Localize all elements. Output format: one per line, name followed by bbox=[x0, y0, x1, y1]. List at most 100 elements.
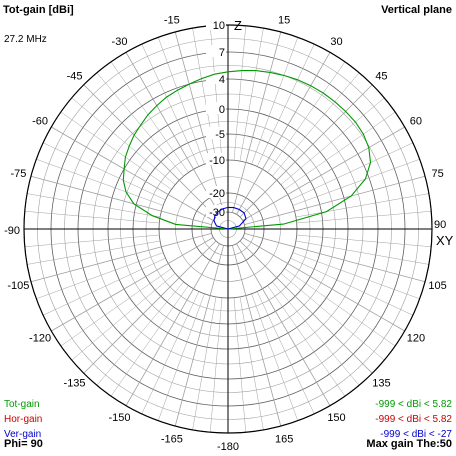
grid-spoke bbox=[256, 291, 315, 414]
angle-label: 150 bbox=[327, 412, 345, 424]
grid-spoke bbox=[24, 234, 160, 248]
grid-spoke bbox=[141, 291, 200, 414]
grid-spoke bbox=[36, 158, 164, 206]
angle-label: -165 bbox=[161, 434, 183, 446]
angle-label: -75 bbox=[10, 168, 26, 180]
angle-label: 135 bbox=[372, 377, 390, 389]
angle-label: -135 bbox=[64, 377, 86, 389]
grid-spoke bbox=[256, 44, 315, 167]
tick-bg bbox=[206, 205, 226, 217]
grid-spoke bbox=[71, 273, 176, 361]
grid-spoke bbox=[233, 25, 247, 161]
grid-spoke bbox=[296, 234, 432, 248]
angle-label: -15 bbox=[164, 14, 180, 26]
tick-bg bbox=[206, 186, 226, 198]
grid-spoke bbox=[96, 281, 184, 386]
angle-label: 120 bbox=[407, 333, 425, 345]
angle-label: -90 bbox=[4, 225, 20, 237]
grid-spoke bbox=[296, 210, 432, 224]
radial-tick-label: 0 bbox=[219, 104, 225, 116]
angle-label: Z bbox=[234, 18, 242, 33]
grid-spoke bbox=[280, 273, 385, 361]
grid-spoke bbox=[83, 84, 217, 218]
grid-spoke bbox=[30, 233, 212, 283]
grid-spoke bbox=[242, 126, 405, 221]
grid-spoke bbox=[43, 142, 166, 201]
grid-spoke bbox=[239, 240, 373, 374]
grid-spoke bbox=[290, 257, 413, 316]
angle-label: 165 bbox=[275, 434, 293, 446]
range-ver-gain: -999 < dBi < -27 bbox=[380, 429, 452, 440]
tick-bg bbox=[206, 18, 226, 30]
grid-spoke bbox=[272, 281, 360, 386]
grid-spoke bbox=[236, 243, 331, 406]
angle-label: 30 bbox=[330, 36, 342, 48]
series-tot-gain bbox=[122, 70, 372, 230]
grid-spoke bbox=[244, 233, 426, 283]
grid-spoke bbox=[251, 293, 299, 421]
grid-spoke bbox=[36, 252, 164, 300]
angle-label: -45 bbox=[67, 71, 83, 83]
grid-spoke bbox=[209, 297, 223, 433]
grid-spoke bbox=[290, 142, 413, 201]
grid-spoke bbox=[244, 175, 426, 225]
angle-label: -180 bbox=[217, 441, 239, 453]
grid-spoke bbox=[157, 37, 205, 165]
tick-bg bbox=[206, 127, 226, 139]
max-gain-label: Max gain The:50 bbox=[366, 438, 452, 450]
angle-label: -30 bbox=[112, 36, 128, 48]
angle-label: 45 bbox=[375, 71, 387, 83]
grid-spoke bbox=[27, 193, 161, 218]
radial-tick-label: 10 bbox=[213, 20, 225, 32]
phi-label: Phi= 90 bbox=[4, 438, 43, 450]
angle-label: 15 bbox=[278, 14, 290, 26]
grid-spoke bbox=[71, 97, 176, 185]
range-tot-gain: -999 < dBi < 5.82 bbox=[375, 399, 452, 410]
angle-label: -150 bbox=[108, 412, 130, 424]
grid-spoke bbox=[83, 240, 217, 374]
grid-spoke bbox=[242, 237, 405, 332]
plane-label: Vertical plane bbox=[381, 4, 452, 16]
grid-spoke bbox=[30, 175, 212, 225]
grid-spoke bbox=[284, 268, 396, 347]
angle-label: 60 bbox=[410, 116, 422, 128]
series-ver-gain bbox=[213, 206, 247, 230]
grid-spoke bbox=[125, 243, 220, 406]
grid-spoke bbox=[292, 252, 420, 300]
angle-label: -105 bbox=[7, 280, 29, 292]
grid-spoke bbox=[110, 61, 189, 173]
grid-spoke bbox=[267, 61, 346, 173]
legend-ver-gain: Ver-gain bbox=[4, 429, 42, 440]
grid-spoke bbox=[125, 52, 220, 215]
grid-spoke bbox=[174, 245, 224, 427]
grid-spoke bbox=[110, 285, 189, 397]
angle-label: -60 bbox=[32, 116, 48, 128]
angle-label: -120 bbox=[29, 333, 51, 345]
grid-spoke bbox=[232, 31, 282, 213]
grid-spoke bbox=[267, 285, 346, 397]
grid-spoke bbox=[295, 240, 429, 265]
grid-spoke bbox=[192, 296, 217, 430]
angle-label: 90 bbox=[434, 219, 446, 231]
tick-bg bbox=[206, 153, 226, 165]
grid-spoke bbox=[280, 97, 385, 185]
grid-spoke bbox=[157, 293, 205, 421]
grid-spoke bbox=[272, 72, 360, 177]
angle-label: 105 bbox=[428, 280, 446, 292]
grid-spoke bbox=[60, 268, 172, 347]
grid-spoke bbox=[43, 257, 166, 316]
grid-spoke bbox=[295, 193, 429, 218]
tick-bg bbox=[206, 102, 226, 114]
chart-title: Tot-gain [dBi] bbox=[3, 4, 74, 16]
radial-tick-label: -10 bbox=[209, 155, 225, 167]
radial-tick-label: -5 bbox=[215, 129, 225, 141]
grid-spoke bbox=[96, 72, 184, 177]
grid-spoke bbox=[239, 296, 264, 430]
grid-spoke bbox=[51, 126, 214, 221]
xy-axis-label: XY bbox=[436, 233, 454, 248]
frequency-label: 27.2 MHz bbox=[4, 34, 47, 45]
grid-spoke bbox=[174, 31, 224, 213]
grid-spoke bbox=[236, 52, 331, 215]
angle-label: 75 bbox=[431, 168, 443, 180]
